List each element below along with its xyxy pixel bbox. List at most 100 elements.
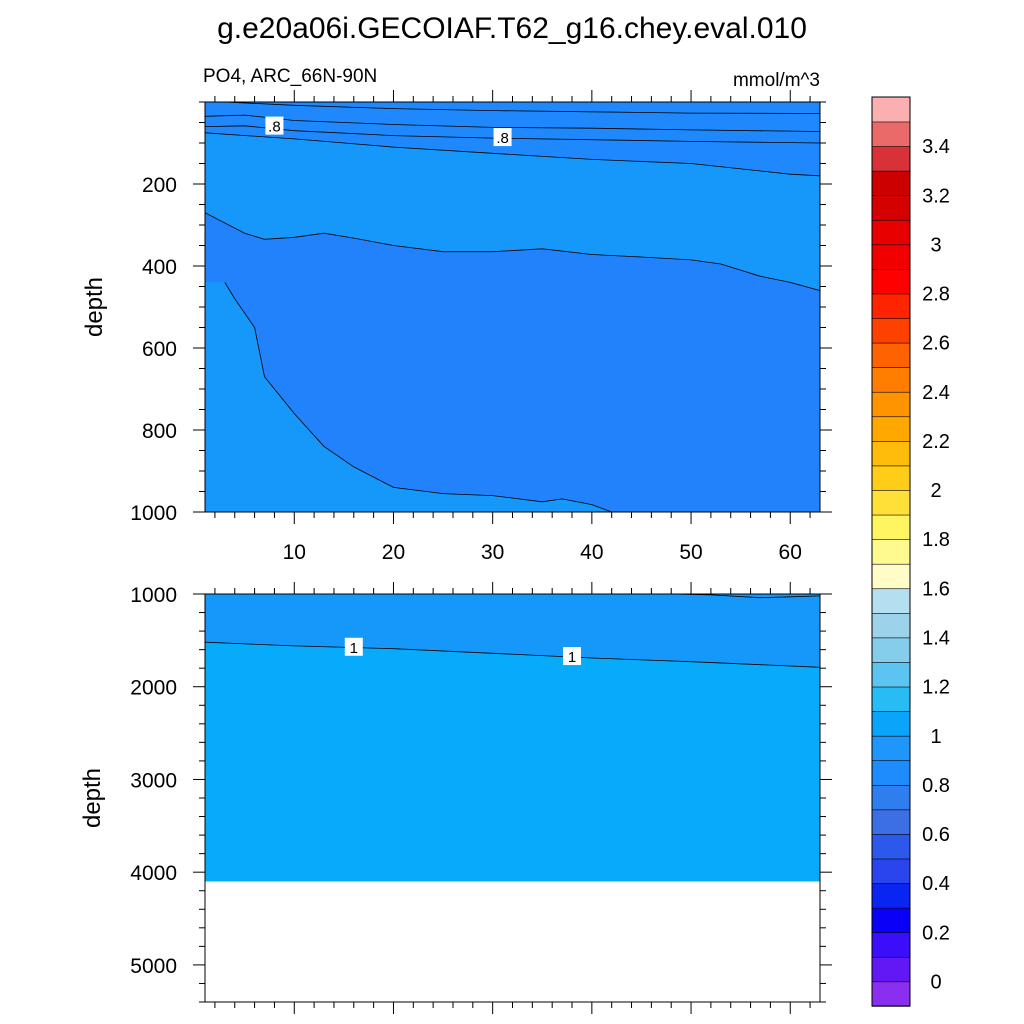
colorbar-label: 2.2 — [922, 431, 950, 453]
colorbar-label: 1.6 — [922, 578, 950, 600]
colorbar-swatch — [871, 981, 911, 1007]
colorbar-swatch — [871, 293, 911, 319]
contour-label: .8 — [496, 130, 509, 147]
contour-label: 1 — [350, 640, 358, 657]
x-tick-label: 30 — [481, 541, 504, 564]
colorbar-swatch — [871, 244, 911, 270]
colorbar-swatch — [871, 96, 911, 123]
lower-y-axis-label: depth — [79, 768, 106, 828]
colorbar-swatch — [871, 194, 911, 221]
contour-line — [205, 212, 820, 291]
colorbar-swatch — [871, 784, 911, 811]
contour-line — [205, 114, 820, 132]
x-tick-label: 20 — [382, 541, 405, 564]
colorbar-label: 1 — [930, 726, 941, 748]
contour-line — [205, 125, 820, 144]
upper-subtitle-right: mmol/m^3 — [733, 70, 820, 91]
contour-line — [205, 132, 820, 177]
y-tick-label: 600 — [142, 338, 177, 361]
colorbar-swatch — [871, 710, 911, 737]
colorbar-swatch — [871, 833, 911, 860]
colorbar-swatch — [871, 735, 911, 762]
colorbar-swatch — [871, 686, 911, 712]
colorbar: 0 0.2 0.4 0.6 0.8 1 1.2 1.4 1.6 1.8 2 2.2 2.4 2.6 2.8 3… — [871, 96, 950, 1007]
y-tick-label: 4000 — [130, 862, 177, 885]
x-tick-label: 10 — [283, 541, 306, 564]
colorbar-swatch — [871, 538, 911, 565]
x-tick-label: 50 — [679, 541, 702, 564]
colorbar-swatch — [871, 907, 911, 933]
colorbar-swatch — [871, 612, 911, 639]
colorbar-frame — [871, 96, 911, 1007]
colorbar-swatch — [871, 391, 911, 418]
band-fill — [205, 594, 820, 668]
lower-contour-panel: 1 1 1000 2000 3000 4000 5000 — [130, 582, 832, 1014]
colorbar-swatch — [871, 342, 911, 368]
colorbar-swatch — [871, 416, 911, 442]
colorbar-swatch — [871, 440, 911, 467]
colorbar-swatch — [871, 637, 911, 663]
contour-line — [205, 641, 820, 668]
colorbar-swatch — [871, 489, 911, 516]
colorbar-swatch — [871, 760, 911, 786]
contour-line — [671, 594, 820, 599]
x-tick-label: 40 — [580, 541, 603, 564]
y-tick-label: 1000 — [130, 584, 177, 607]
colorbar-label: 2 — [930, 480, 941, 502]
x-tick-label: 60 — [779, 541, 802, 564]
colorbar-swatch — [871, 268, 911, 295]
band-fill — [205, 102, 820, 143]
upper-subtitle-left: PO4, ARC_66N-90N — [203, 66, 377, 87]
y-tick-label: 1000 — [130, 502, 177, 525]
contour-label: 1 — [568, 649, 576, 666]
upper-y-axis-label: depth — [81, 277, 108, 337]
y-tick-label: 800 — [142, 420, 177, 443]
colorbar-label: 0.6 — [922, 824, 950, 846]
colorbar-swatch — [871, 809, 911, 835]
colorbar-swatch — [871, 219, 911, 246]
contour-label-box — [493, 128, 512, 147]
colorbar-label: 2.4 — [922, 382, 950, 404]
colorbar-swatch — [871, 858, 911, 884]
figure-title: g.e20a06i.GECOIAF.T62_g16.chey.eval.010 — [217, 12, 807, 45]
colorbar-swatch — [871, 121, 911, 147]
colorbar-swatch — [871, 661, 911, 688]
colorbar-swatch — [871, 514, 911, 540]
colorbar-swatch — [871, 956, 911, 983]
band-fill — [205, 212, 820, 512]
colorbar-swatch — [871, 317, 911, 344]
colorbar-swatch — [871, 931, 911, 958]
y-tick-label: 200 — [142, 174, 177, 197]
colorbar-label: 3.4 — [922, 136, 950, 158]
ocean-bottom-mask — [205, 881, 820, 1002]
upper-contour-panel: .8 .8 200 400 600 800 1000 10 20 30 40 50 60 — [130, 90, 832, 564]
colorbar-swatch — [871, 588, 911, 614]
colorbar-swatch — [871, 563, 911, 590]
colorbar-label: 0 — [930, 971, 941, 993]
colorbar-swatch — [871, 465, 911, 491]
y-tick-label: 2000 — [130, 677, 177, 700]
colorbar-label: 2.8 — [922, 284, 950, 306]
colorbar-swatch — [871, 366, 911, 393]
colorbar-label: 0.4 — [922, 873, 950, 895]
y-tick-label: 400 — [142, 256, 177, 279]
colorbar-label: 2.6 — [922, 333, 950, 355]
colorbar-label: 1.2 — [922, 677, 950, 699]
band-fill — [205, 125, 820, 176]
colorbar-swatch — [871, 882, 911, 909]
contour-label-box — [344, 637, 363, 656]
colorbar-swatch — [871, 170, 911, 196]
contour-label-box — [265, 116, 284, 135]
colorbar-label: 1.4 — [922, 628, 950, 650]
contour-line — [224, 102, 820, 114]
colorbar-label: 0.8 — [922, 775, 950, 797]
colorbar-label: 0.2 — [922, 922, 950, 944]
contour-label: .8 — [268, 119, 281, 136]
contour-line — [224, 282, 612, 512]
colorbar-label: 1.8 — [922, 529, 950, 551]
colorbar-label: 3 — [930, 234, 941, 256]
contour-label-box — [563, 647, 582, 666]
y-tick-label: 5000 — [130, 955, 177, 978]
y-tick-label: 3000 — [130, 769, 177, 792]
